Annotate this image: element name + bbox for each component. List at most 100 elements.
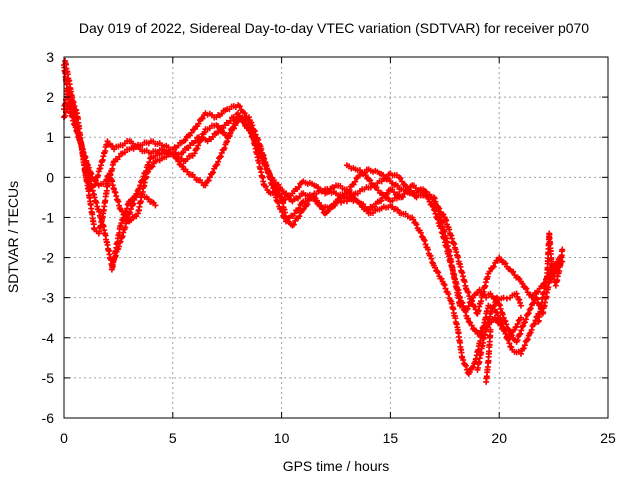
data-point-interp (215, 158, 222, 165)
data-point-interp (251, 138, 258, 145)
data-point-interp (230, 124, 237, 131)
data-point-interp (221, 145, 228, 152)
data-point-interp (394, 206, 401, 213)
data-point-interp (262, 162, 269, 169)
data-point-interp (206, 174, 213, 181)
data-point-interp (488, 308, 495, 315)
data-point-interp (470, 364, 477, 371)
data-point-interp (215, 129, 222, 136)
data-point-interp (422, 241, 429, 248)
data-point-interp (527, 305, 534, 312)
data-point-interp (465, 289, 472, 296)
data-point-interp (420, 236, 427, 243)
grid-layer (64, 57, 608, 418)
data-point (213, 162, 220, 169)
data-point-interp (518, 327, 525, 334)
data-point (137, 182, 144, 189)
data-point-interp (195, 142, 202, 149)
x-tick-label: 20 (491, 430, 507, 446)
data-point-interp (524, 311, 531, 318)
data-point-interp (205, 177, 212, 184)
data-point-interp (180, 149, 187, 156)
data-point (396, 194, 403, 201)
data-point-interp (410, 216, 417, 223)
data-point-interp (445, 291, 452, 298)
data-point-interp (226, 132, 233, 139)
x-tick-label: 15 (383, 430, 399, 446)
data-point-interp (229, 125, 236, 132)
y-tick-label: 2 (46, 89, 54, 105)
data-point-interp (486, 268, 493, 275)
data-point-interp (438, 275, 445, 282)
data-point-interp (314, 184, 321, 191)
data-point-interp (490, 263, 497, 270)
x-tick-label: 10 (274, 430, 290, 446)
data-point-interp (517, 299, 524, 306)
data-point-interp (266, 171, 273, 178)
data-point-interp (296, 205, 303, 212)
data-point-interp (421, 237, 428, 244)
data-point-interp (260, 158, 267, 165)
data-point (476, 286, 483, 293)
data-point (487, 326, 494, 333)
data-point-interp (490, 303, 497, 310)
data-point-interp (290, 221, 297, 228)
data-point-interp (514, 320, 521, 327)
data-point-interp (139, 177, 146, 184)
data-point-interp (367, 177, 374, 184)
data-point-interp (460, 356, 467, 363)
data-point-interp (357, 200, 364, 207)
data-point-interp (435, 269, 442, 276)
data-point (235, 110, 242, 117)
data-point-interp (440, 211, 447, 218)
data-point-interp (510, 268, 517, 275)
data-point-interp (352, 178, 359, 185)
data-point-interp (143, 168, 150, 175)
y-tick-label: 0 (46, 169, 54, 185)
data-point-interp (535, 288, 542, 295)
data-point-interp (521, 342, 528, 349)
data-point-interp (380, 172, 387, 179)
data-point-interp (346, 187, 353, 194)
data-point-interp (531, 320, 538, 327)
x-tick-label: 25 (600, 430, 616, 446)
data-point-interp (528, 326, 535, 333)
data-point-interp (313, 197, 320, 204)
data-point-interp (520, 345, 527, 352)
data-point-interp (427, 252, 434, 259)
data-point-interp (217, 153, 224, 160)
data-point-interp (380, 191, 387, 198)
data-point-interp (502, 318, 509, 325)
x-tick-label: 0 (60, 430, 68, 446)
data-point-interp (508, 332, 515, 339)
y-tick-label: -4 (42, 330, 55, 346)
data-point-interp (394, 182, 401, 189)
data-point-interp (65, 103, 72, 110)
data-point-interp (136, 185, 143, 192)
data-point-interp (440, 280, 447, 287)
data-point-interp (506, 340, 513, 347)
data-point (104, 138, 111, 145)
data-layer (61, 58, 566, 385)
data-point-interp (244, 123, 251, 130)
data-point-interp (325, 188, 332, 195)
data-point-interp (325, 207, 332, 214)
plot-frame (63, 56, 609, 419)
data-point-interp (188, 129, 195, 136)
data-point-interp (502, 260, 509, 267)
data-point-interp (240, 118, 247, 125)
data-point (169, 150, 176, 157)
data-point-interp (92, 177, 99, 184)
y-tick-label: 3 (46, 49, 54, 65)
data-point-interp (296, 213, 303, 220)
y-tick-label: -3 (42, 290, 55, 306)
data-point-interp (397, 175, 404, 182)
data-point (517, 350, 524, 357)
data-point-interp (522, 316, 529, 323)
data-point-interp (464, 288, 471, 295)
y-axis-label: SDTVAR / TECUs (5, 181, 21, 293)
data-point-interp (469, 297, 475, 304)
data-point (500, 294, 507, 301)
data-point-interp (505, 326, 512, 333)
data-point-interp (199, 115, 206, 122)
